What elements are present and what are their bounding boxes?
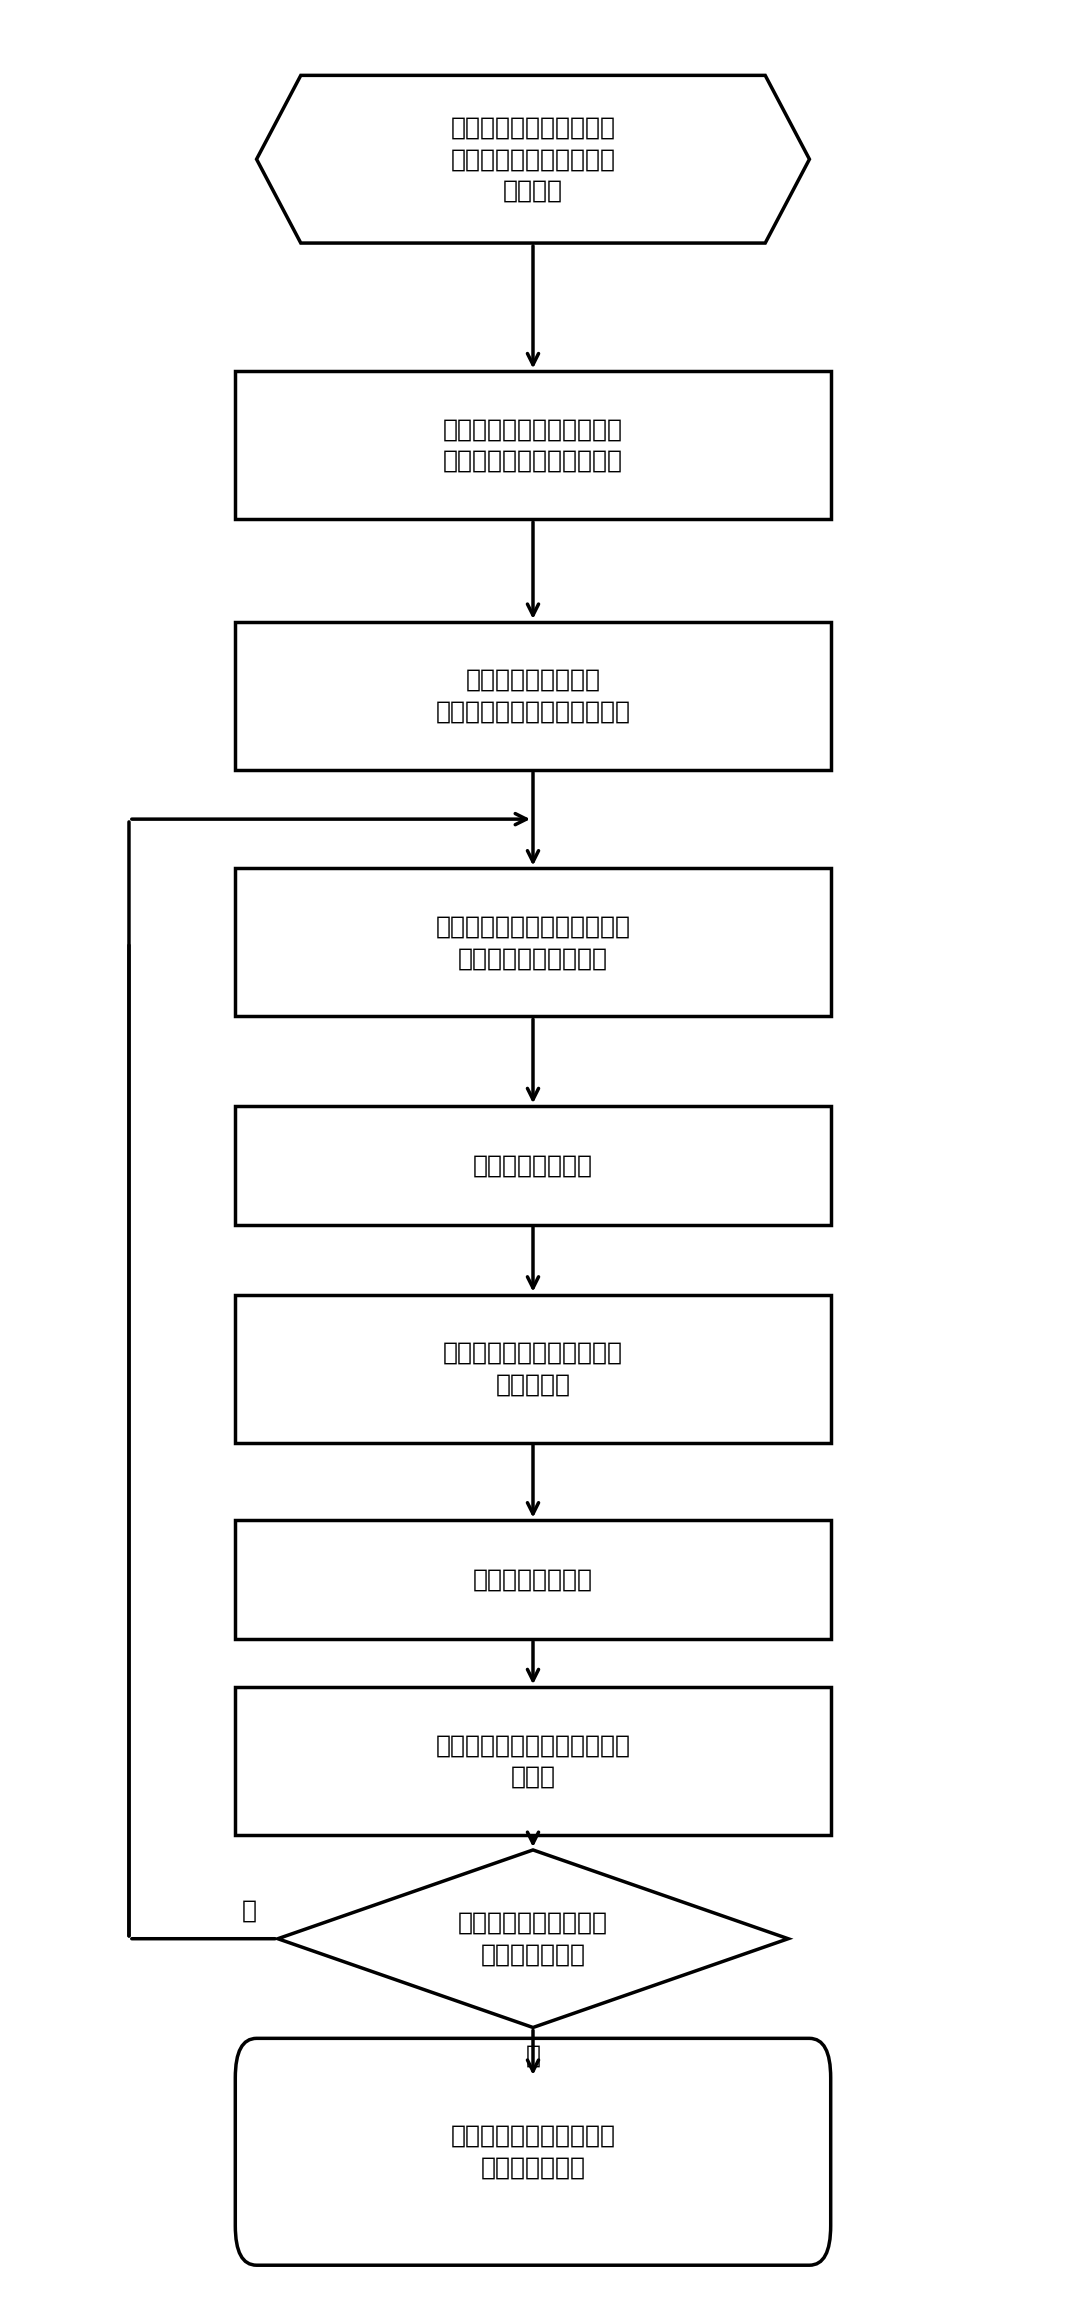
Bar bbox=[236, 622, 830, 770]
Text: 更新当前评价次数: 更新当前评价次数 bbox=[473, 1567, 593, 1592]
Bar bbox=[236, 1521, 830, 1638]
Polygon shape bbox=[278, 1849, 788, 2027]
Bar bbox=[236, 1294, 830, 1442]
Text: 输出最优个体即为变压器
优化设计的结果: 输出最优个体即为变压器 优化设计的结果 bbox=[451, 2124, 615, 2179]
Bar bbox=[236, 372, 830, 520]
Bar bbox=[236, 1687, 830, 1835]
Bar bbox=[236, 1107, 830, 1225]
Text: 随机产生初始种群，
并计算适应值，更新评价次数: 随机产生初始种群， 并计算适应值，更新评价次数 bbox=[436, 668, 630, 723]
Text: 是: 是 bbox=[526, 2043, 540, 2068]
Bar bbox=[236, 869, 830, 1017]
Text: 执行基于适应性惯性权重和搜
索步长的教学搜索算了: 执行基于适应性惯性权重和搜 索步长的教学搜索算了 bbox=[436, 915, 630, 971]
Text: 根据需要优化设计的变压
器的特性建立最小化优化
目标模型: 根据需要优化设计的变压 器的特性建立最小化优化 目标模型 bbox=[451, 116, 615, 203]
Text: 更新当前评价次数: 更新当前评价次数 bbox=[473, 1153, 593, 1176]
Text: 用户初始化参数，并设置当
前演化代数、当前评价次数: 用户初始化参数，并设置当 前演化代数、当前评价次数 bbox=[443, 418, 623, 474]
Polygon shape bbox=[257, 76, 809, 243]
Text: 当前评价次数是否达到
最大评价次数？: 当前评价次数是否达到 最大评价次数？ bbox=[458, 1911, 608, 1967]
Text: 保存最优个休，并更新当前演
化代数: 保存最优个休，并更新当前演 化代数 bbox=[436, 1733, 630, 1789]
Text: 否: 否 bbox=[242, 1900, 257, 1923]
Text: 执行基于高斯变异策略的自
学搜索算了: 执行基于高斯变异策略的自 学搜索算了 bbox=[443, 1340, 623, 1396]
FancyBboxPatch shape bbox=[236, 2038, 830, 2265]
